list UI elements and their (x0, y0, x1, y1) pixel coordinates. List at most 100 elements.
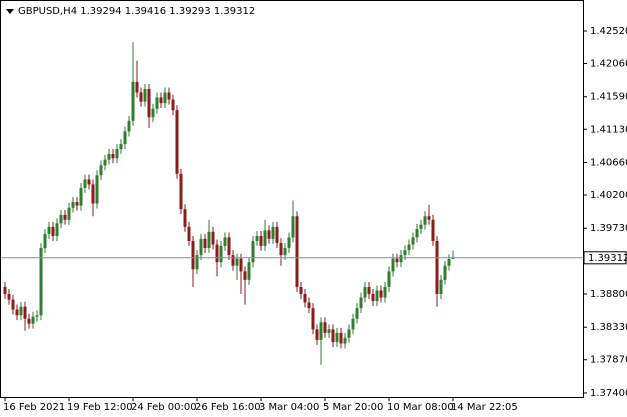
candle-body (399, 255, 403, 263)
candle-body (191, 240, 195, 270)
candle-body (103, 159, 107, 166)
candle-body (79, 187, 83, 206)
candle-body (179, 173, 183, 210)
candle-body (427, 216, 431, 220)
x-tick-label: 14 Mar 22:05 (451, 402, 518, 413)
y-tick-label: 1.41590 (590, 92, 627, 103)
price-label-box (583, 251, 627, 265)
candle-body (251, 240, 255, 263)
candle-body (439, 279, 443, 294)
candle-body (11, 299, 15, 310)
candle-body (339, 332, 343, 344)
candle-body (59, 214, 63, 224)
candle-body (99, 165, 103, 176)
candle-body (71, 202, 75, 208)
candle-body (419, 224, 423, 229)
plot-frame (0, 0, 584, 398)
candle-body (323, 322, 327, 333)
candle-body (243, 271, 247, 280)
candle-body (55, 223, 59, 237)
candle-body (431, 219, 435, 241)
candle-body (443, 265, 447, 280)
candle-body (15, 309, 19, 316)
candle-body (375, 290, 379, 302)
candle-body (115, 149, 119, 159)
candle-body (211, 231, 215, 245)
candle-body (47, 226, 51, 234)
candle-body (311, 308, 315, 330)
candle-body (263, 230, 267, 246)
candle-body (119, 144, 123, 150)
chart-title: GBPUSD,H4 1.39294 1.39416 1.39293 1.3931… (18, 6, 255, 17)
candle-body (187, 226, 191, 241)
candle-body (387, 271, 391, 287)
y-tick-label: 1.42520 (590, 26, 627, 37)
candle-body (63, 214, 67, 220)
candle-body (147, 88, 151, 118)
candle-body (171, 99, 175, 111)
candle-body (287, 237, 291, 249)
candle-body (67, 207, 71, 220)
candle-body (299, 286, 303, 294)
candle-body (267, 230, 271, 239)
candle-body (391, 258, 395, 272)
y-tick-label: 1.38800 (590, 289, 627, 300)
candle-body (123, 131, 127, 145)
candle-body (447, 259, 451, 266)
y-tick-label: 1.40200 (590, 190, 627, 201)
candle-body (395, 258, 399, 263)
candle-body (143, 88, 147, 102)
candle-body (155, 97, 159, 109)
candle-body (223, 237, 227, 246)
candle-body (51, 226, 55, 237)
candle-body (159, 97, 163, 104)
candle-body (3, 286, 7, 294)
candle-body (291, 216, 295, 238)
candle-body (139, 92, 143, 102)
candle-body (271, 226, 275, 239)
x-tick-label: 16 Feb 2021 (3, 402, 65, 413)
x-tick-label: 5 Mar 20:00 (323, 402, 383, 413)
candle-body (175, 110, 179, 174)
candle-body (163, 92, 167, 104)
candle-body (363, 286, 367, 298)
y-tick-label: 1.40660 (590, 157, 627, 168)
candle-body (367, 286, 371, 294)
candle-body (35, 315, 39, 317)
candle-body (255, 236, 259, 241)
candle-body (111, 154, 115, 159)
candle-body (199, 238, 203, 256)
x-tick-label: 19 Feb 12:00 (67, 402, 133, 413)
candle-body (279, 243, 283, 256)
y-tick-label: 1.37870 (590, 355, 627, 366)
candle-body (343, 337, 347, 344)
candle-body (423, 216, 427, 225)
candle-body (275, 226, 279, 244)
candle-body (43, 233, 47, 249)
candle-body (7, 293, 11, 300)
candle-body (351, 318, 355, 330)
candle-body (127, 120, 131, 132)
candle-body (327, 329, 331, 333)
candle-body (383, 286, 387, 298)
candle-body (31, 316, 35, 324)
candle-body (295, 216, 299, 287)
candle-body (19, 306, 23, 316)
candle-body (215, 244, 219, 263)
candle-body (283, 248, 287, 256)
candle-body (203, 238, 207, 249)
candle-body (331, 329, 335, 343)
candle-body (39, 248, 43, 316)
candle-body (319, 322, 323, 340)
candle-body (451, 257, 455, 260)
candle-body (239, 258, 243, 272)
candle-body (23, 306, 27, 319)
candle-body (355, 308, 359, 319)
candle-body (415, 228, 419, 238)
candle-body (435, 240, 439, 294)
candle-body (135, 81, 139, 93)
x-tick-label: 24 Feb 00:00 (131, 402, 197, 413)
price-label: 1.39312 (588, 253, 627, 264)
candle-body (75, 202, 79, 206)
y-tick-label: 1.37400 (590, 388, 627, 399)
